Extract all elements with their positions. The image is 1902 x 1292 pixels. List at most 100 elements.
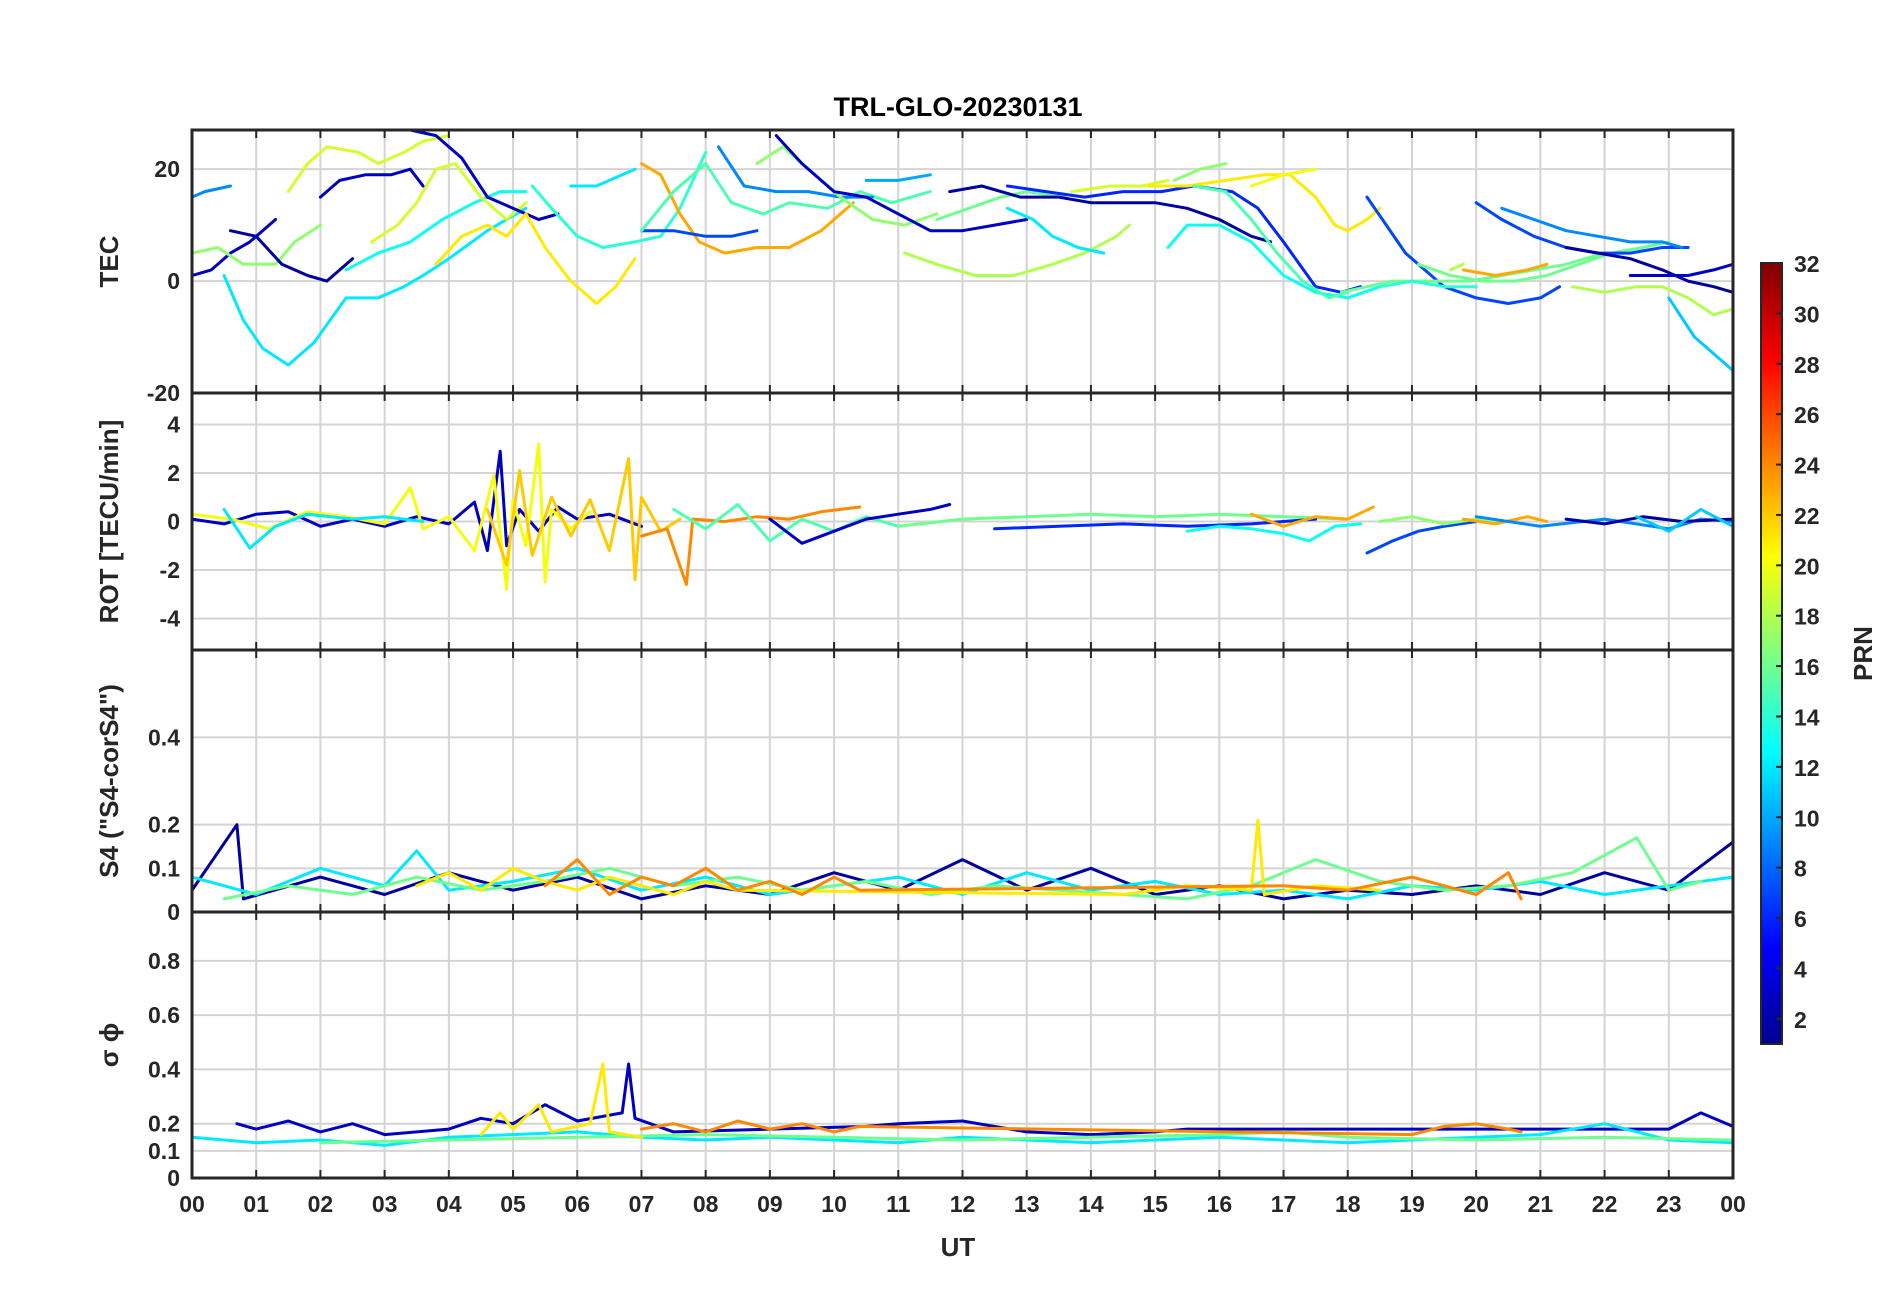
series-prn-16 [1416,240,1671,283]
colorbar-tick-label: 16 [1794,654,1820,680]
series-prn-15 [1192,184,1350,300]
series-prn-13 [1166,223,1382,300]
series-prn-3 [774,134,1029,233]
x-tick-label: 01 [243,1191,269,1217]
x-tick-label: 03 [372,1191,398,1217]
y-tick-label: -2 [160,557,180,583]
series-prn-3 [192,218,277,277]
colorbar-tick-label: 24 [1794,453,1820,479]
series-prn-12 [192,1122,1733,1147]
series-prn-24 [640,505,862,586]
y-axis-label-rot: ROT [TECU/min] [94,420,124,624]
series-prn-2 [229,229,354,283]
colorbar-tick-label: 18 [1794,604,1820,630]
series-prn-18 [1571,285,1733,317]
y-tick-label: 0.2 [148,1111,180,1137]
x-tick-label: 20 [1463,1191,1489,1217]
x-tick-label: 23 [1656,1191,1682,1217]
x-axis-label: UT [941,1232,976,1262]
colorbar-tick-label: 4 [1794,956,1807,982]
y-tick-label: -4 [160,605,181,631]
colorbar-gradient [1760,262,1783,1045]
colorbar-tick-label: 20 [1794,553,1820,579]
x-tick-label: 04 [436,1191,462,1217]
panel-s4: 0.4 0.2 0.1 0 S4 ("S4-corS4") [94,648,1735,925]
panel-s4-traces [192,818,1733,901]
y-tick-label: 0 [167,268,180,294]
y-tick-label: 2 [167,460,180,486]
series-prn-21 [434,212,637,305]
x-tick-label: 18 [1335,1191,1361,1217]
y-tick-label: -20 [147,380,180,406]
panel-tec-traces [192,130,1733,373]
series-prn-21 [415,818,1382,896]
colorbar-tick-label: 26 [1794,402,1820,428]
colorbar-label: PRN [1848,626,1878,681]
panel-rot-traces [192,442,1733,591]
x-tick-label: 05 [500,1191,526,1217]
x-tick-label: 02 [308,1191,334,1217]
series-prn-13 [1185,522,1363,543]
colorbar-tick-label: 30 [1794,301,1820,327]
series-prn-13 [344,190,528,272]
y-tick-label: 0 [167,899,180,925]
series-prn-3 [768,503,952,545]
series-prn-7 [640,229,759,238]
series-prn-11 [1667,296,1733,373]
colorbar-tick-label: 14 [1794,704,1820,730]
y-tick-label: 0.6 [148,1002,180,1028]
y-tick-label: 0.1 [148,1138,180,1164]
series-prn-22 [485,457,682,582]
x-tick-label: 21 [1528,1191,1554,1217]
colorbar-tick-label: 6 [1794,906,1807,932]
y-tick-label: 4 [167,412,180,438]
x-tick-label: 00 [1720,1191,1746,1217]
series-prn-12 [222,206,528,367]
series-prn-17 [1378,515,1510,526]
series-prn-11 [1635,507,1733,533]
x-tick-label: 10 [821,1191,847,1217]
series-prn-16 [935,190,1067,221]
colorbar-tick-label: 2 [1794,1007,1807,1033]
colorbar-tick-label: 12 [1794,755,1820,781]
series-prn-16 [1339,251,1626,294]
y-axis-label-tec: TEC [94,235,124,287]
series-prn-17 [755,145,939,227]
x-tick-label: 15 [1142,1191,1168,1217]
series-prn-20 [192,442,592,591]
series-prn-21 [1147,173,1382,233]
series-prn-19 [286,134,451,194]
series-prn-24 [640,1119,1523,1137]
series-prn-17 [192,223,322,266]
x-tick-label: 12 [950,1191,976,1217]
series-prn-7 [1365,520,1478,555]
series-prn-2 [1564,246,1733,294]
series-prn-10 [864,173,932,182]
panel-tec: 20 0 -20 TEC [94,128,1735,406]
colorbar-tick-label: 22 [1794,503,1820,529]
colorbar-tick-label: 8 [1794,856,1807,882]
series-prn-3 [1628,262,1733,277]
series-prn-23 [640,162,855,255]
series-prn-2 [1564,515,1733,526]
series-prn-15 [640,162,932,233]
series-prn-12 [569,167,637,188]
series-prn-24 [543,858,1523,901]
series-prn-16 [318,1130,1733,1145]
y-tick-label: 0 [167,509,180,535]
x-tick-label: 11 [886,1191,911,1217]
x-axis: 00 01 02 03 04 05 06 07 08 09 10 11 12 13 14 15 16 17 18 19… [179,1191,1746,1217]
series-prn-6 [993,517,1318,531]
series-prn-16 [896,512,1350,528]
series-prn-17 [1172,162,1228,182]
series-prn-23 [1249,505,1375,528]
y-tick-label: 0.4 [148,1056,180,1082]
series-prn-18 [903,223,1131,277]
x-tick-label: 16 [1207,1191,1233,1217]
series-prn-19 [1070,178,1170,194]
x-tick-label: 09 [757,1191,783,1217]
x-tick-label: 08 [693,1191,719,1217]
x-tick-label: 17 [1271,1191,1297,1217]
